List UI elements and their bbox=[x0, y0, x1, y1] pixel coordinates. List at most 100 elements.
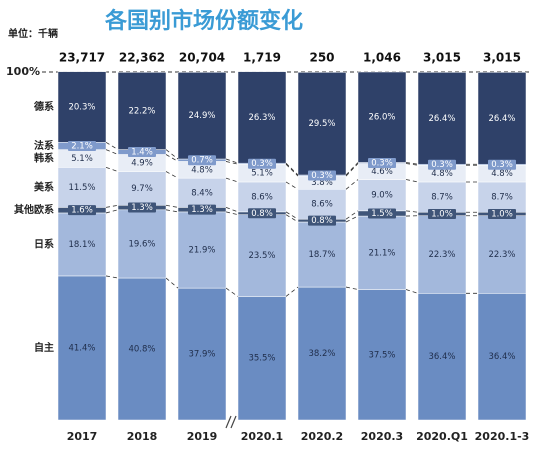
total-label: 1,046 bbox=[363, 51, 401, 65]
connector bbox=[345, 179, 359, 190]
series-label: 自主 bbox=[34, 341, 54, 354]
connector bbox=[345, 215, 359, 223]
label-box bbox=[248, 208, 276, 219]
value-label: 20.3% bbox=[68, 102, 95, 112]
label-box bbox=[128, 147, 156, 158]
value-label: 9.7% bbox=[131, 184, 153, 194]
bar-segment bbox=[297, 221, 347, 288]
connector bbox=[165, 171, 179, 179]
connector bbox=[405, 162, 419, 165]
value-label: 19.6% bbox=[128, 239, 155, 249]
value-label: 4.8% bbox=[491, 169, 513, 179]
value-label: 35.5% bbox=[248, 354, 275, 364]
value-label: 1.5% bbox=[371, 209, 393, 219]
connector bbox=[225, 287, 239, 297]
x-tick-label: 2020.2 bbox=[301, 430, 343, 443]
connector bbox=[165, 149, 179, 160]
value-label: 40.8% bbox=[128, 345, 155, 355]
connector bbox=[105, 209, 119, 214]
value-label: 1.0% bbox=[431, 209, 453, 219]
connector bbox=[345, 162, 359, 176]
series-label: 日系 bbox=[34, 237, 54, 250]
value-label: 26.3% bbox=[248, 113, 275, 123]
value-label: 37.5% bbox=[368, 350, 395, 360]
value-label: 0.8% bbox=[311, 216, 333, 226]
label-box bbox=[68, 140, 96, 151]
bar-segment bbox=[177, 211, 227, 289]
bar-segment bbox=[297, 286, 347, 421]
connector bbox=[345, 163, 359, 177]
value-label: 36.4% bbox=[428, 352, 455, 362]
connector bbox=[225, 177, 239, 183]
x-tick-label: 2020.3 bbox=[361, 430, 403, 443]
value-label: 22.3% bbox=[488, 250, 515, 260]
bar-segment bbox=[417, 181, 467, 213]
bar-segment bbox=[237, 296, 287, 421]
value-label: 21.9% bbox=[188, 246, 215, 256]
value-label: 0.8% bbox=[251, 209, 273, 219]
x-tick-label: 2019 bbox=[187, 430, 218, 443]
value-label: 4.9% bbox=[131, 159, 153, 169]
axis-break bbox=[225, 415, 237, 429]
bar-segment bbox=[357, 179, 407, 212]
label-box bbox=[368, 158, 396, 169]
value-label: 1.3% bbox=[191, 205, 213, 215]
value-label: 8.6% bbox=[311, 200, 333, 210]
y-tick-label: 100% bbox=[6, 65, 40, 78]
total-label: 3,015 bbox=[423, 51, 461, 65]
value-label: 22.2% bbox=[128, 106, 155, 116]
chart-title: 各国别市场份额变化 bbox=[104, 8, 303, 34]
value-label: 18.7% bbox=[308, 250, 335, 260]
total-label: 250 bbox=[309, 51, 334, 65]
label-box bbox=[188, 204, 216, 215]
connector bbox=[105, 166, 119, 172]
x-tick-label: 2018 bbox=[127, 430, 158, 443]
bar-segment bbox=[417, 72, 467, 165]
x-tick-label: 2020.Q1 bbox=[416, 430, 468, 443]
connector bbox=[285, 286, 299, 297]
label-box bbox=[128, 202, 156, 213]
connector bbox=[225, 206, 239, 213]
value-label: 0.3% bbox=[251, 159, 273, 169]
connector bbox=[165, 154, 179, 162]
label-box bbox=[308, 215, 336, 226]
bar-segment bbox=[357, 289, 407, 421]
connector bbox=[285, 162, 299, 176]
value-label: 8.6% bbox=[251, 192, 273, 202]
bar-segment bbox=[177, 287, 227, 421]
series-label: 德系 bbox=[33, 100, 54, 113]
connector bbox=[165, 277, 179, 289]
value-label: 41.4% bbox=[68, 343, 95, 353]
connector bbox=[165, 204, 179, 208]
bar-segment bbox=[297, 72, 347, 176]
connector bbox=[285, 181, 299, 190]
value-label: 1.6% bbox=[71, 206, 93, 216]
connector bbox=[285, 211, 299, 220]
value-label: 2.1% bbox=[71, 141, 93, 151]
connector bbox=[285, 163, 299, 177]
bar-segment bbox=[57, 71, 107, 143]
total-label: 22,362 bbox=[119, 51, 165, 65]
value-label: 0.7% bbox=[191, 156, 213, 166]
label-box bbox=[428, 208, 456, 219]
value-label: 4.8% bbox=[191, 165, 213, 175]
value-label: 38.2% bbox=[308, 349, 335, 359]
value-label: 26.0% bbox=[368, 113, 395, 123]
label-box bbox=[68, 205, 96, 216]
connector bbox=[225, 211, 239, 216]
bar-segment bbox=[237, 214, 287, 297]
value-label: 26.4% bbox=[428, 114, 455, 124]
total-label: 23,717 bbox=[59, 51, 105, 65]
value-label: 24.9% bbox=[188, 111, 215, 121]
value-label: 4.8% bbox=[431, 169, 453, 179]
bar-segment bbox=[237, 181, 287, 213]
value-label: 23.5% bbox=[248, 251, 275, 261]
connector bbox=[345, 286, 359, 290]
bar-segment bbox=[357, 215, 407, 290]
label-box bbox=[308, 170, 336, 181]
series-label: 其他欧系 bbox=[14, 203, 54, 216]
connector bbox=[405, 210, 419, 213]
connector bbox=[405, 179, 419, 183]
value-label: 0.3% bbox=[311, 171, 333, 181]
